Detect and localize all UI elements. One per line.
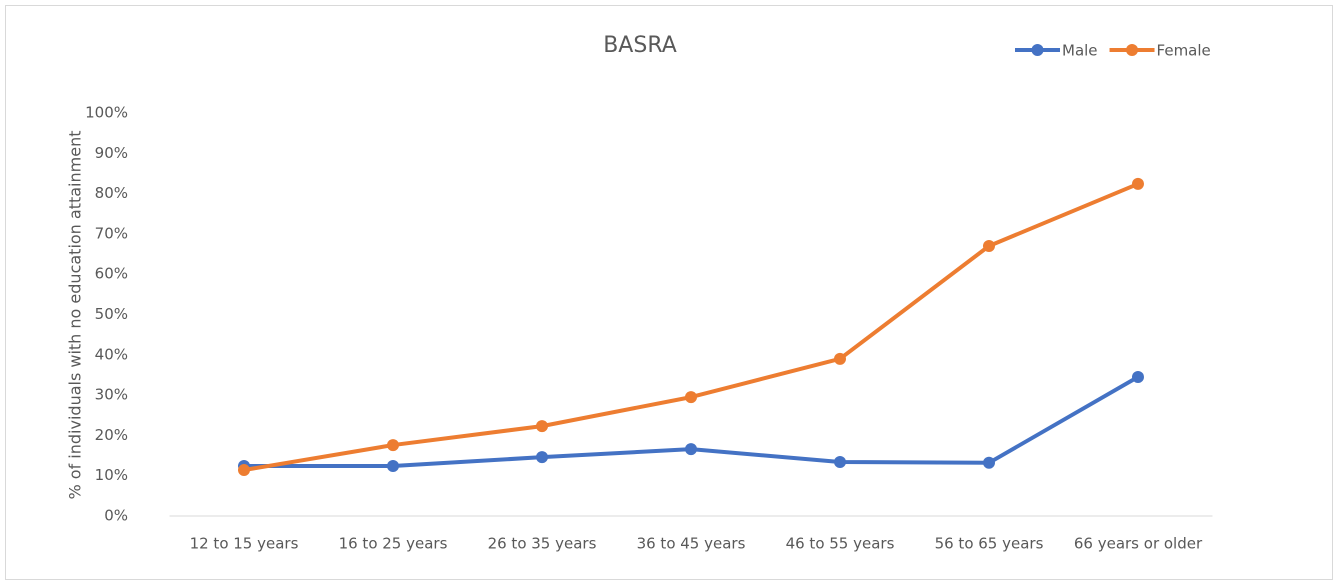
data-point — [685, 443, 697, 456]
legend-label: Female — [1157, 42, 1211, 60]
x-tick-label: 56 to 65 years — [935, 535, 1044, 553]
y-tick-label: 20% — [95, 426, 128, 444]
y-tick-label: 10% — [95, 466, 128, 484]
chart-title: BASRA — [603, 33, 677, 58]
y-tick-label: 0% — [104, 507, 128, 525]
data-point — [238, 464, 250, 477]
x-tick-label: 46 to 55 years — [786, 535, 895, 553]
data-point — [834, 352, 846, 365]
y-tick-label: 60% — [95, 265, 128, 283]
x-tick-label: 36 to 45 years — [637, 535, 746, 553]
data-point — [834, 455, 846, 468]
x-tick-label: 12 to 15 years — [190, 535, 299, 553]
y-tick-label: 40% — [95, 345, 128, 363]
data-point — [983, 456, 995, 469]
y-tick-label: 100% — [85, 104, 128, 122]
data-point — [387, 439, 399, 452]
y-axis-label: % of individuals with no education attai… — [66, 131, 85, 500]
data-point — [1132, 370, 1144, 383]
y-tick-label: 30% — [95, 386, 128, 404]
data-point — [1132, 177, 1144, 190]
y-tick-label: 80% — [95, 184, 128, 202]
data-point — [983, 239, 995, 252]
chart-border — [5, 5, 1333, 580]
x-tick-label: 26 to 35 years — [488, 535, 597, 553]
y-tick-label: 50% — [95, 305, 128, 323]
x-tick-label: 16 to 25 years — [339, 535, 448, 553]
y-tick-label: 70% — [95, 224, 128, 242]
y-tick-label: 90% — [95, 144, 128, 162]
data-point — [536, 420, 548, 433]
data-point — [536, 451, 548, 464]
legend-label: Male — [1062, 42, 1098, 60]
data-point — [685, 391, 697, 404]
data-point — [387, 460, 399, 473]
legend-marker — [1126, 44, 1139, 56]
legend-marker — [1031, 44, 1044, 56]
x-tick-label: 66 years or older — [1074, 535, 1203, 553]
